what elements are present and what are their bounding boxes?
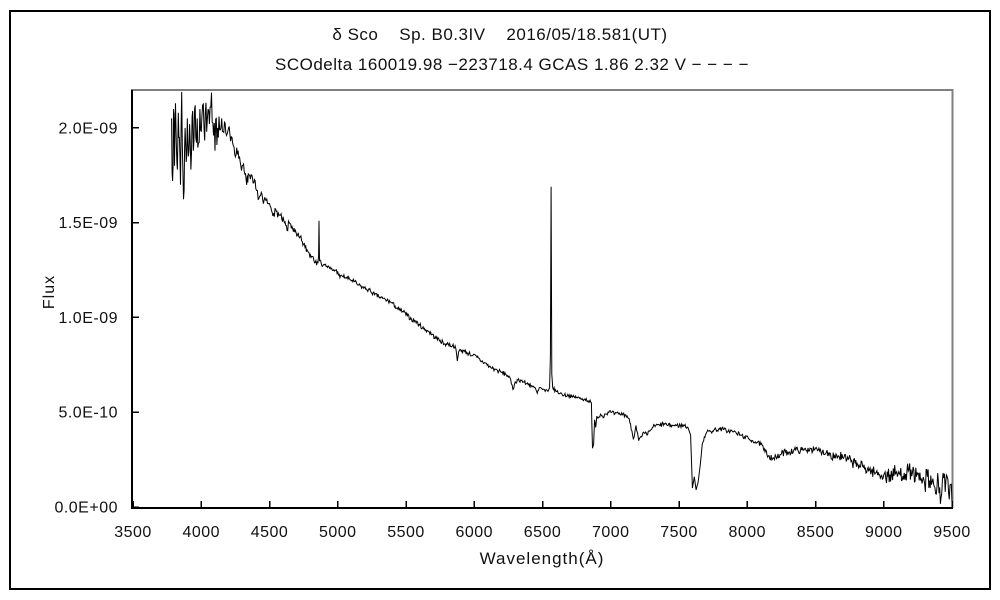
chart-subtitle: SCOdelta 160019.98 −223718.4 GCAS 1.86 2… xyxy=(274,55,750,74)
x-tick-label: 5500 xyxy=(387,524,425,541)
y-axis-title: Flux xyxy=(41,275,58,309)
x-tick-label: 9500 xyxy=(933,524,971,541)
x-tick-label: 6000 xyxy=(455,524,493,541)
plot-frame xyxy=(131,89,954,509)
x-tick-label: 8000 xyxy=(728,524,766,541)
x-tick-label: 7000 xyxy=(592,524,630,541)
chart-title: δ Sco Sp. B0.3IV 2016/05/18.581(UT) xyxy=(332,25,668,44)
y-tick-label: 2.0E-09 xyxy=(58,120,118,137)
axis-ticks xyxy=(132,127,953,508)
y-tick-label: 1.0E-09 xyxy=(58,310,118,327)
x-tick-label: 5000 xyxy=(319,524,357,541)
y-tick-label: 5.0E-10 xyxy=(58,405,118,422)
x-tick-label: 8500 xyxy=(797,524,835,541)
x-tick-label: 4500 xyxy=(251,524,289,541)
y-tick-label: 0.0E+00 xyxy=(54,500,118,517)
x-tick-label: 6500 xyxy=(524,524,562,541)
y-tick-label: 1.5E-09 xyxy=(58,215,118,232)
axis-tick-labels: 3500 4000 4500 5000 5500 6000 6500 7000 7500 8000… xyxy=(54,120,970,541)
spectrum-line xyxy=(171,91,953,504)
x-tick-label: 7500 xyxy=(660,524,698,541)
x-tick-label: 3500 xyxy=(114,524,152,541)
x-axis-title: Wavelength(Å) xyxy=(480,549,605,568)
x-tick-label: 4000 xyxy=(182,524,220,541)
x-tick-label: 9000 xyxy=(865,524,903,541)
